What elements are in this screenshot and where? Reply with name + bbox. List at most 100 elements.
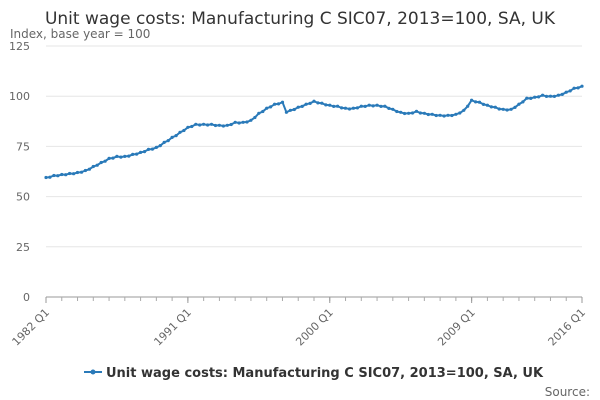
data-point[interactable]	[206, 123, 210, 127]
data-point[interactable]	[568, 89, 572, 93]
data-point[interactable]	[340, 106, 344, 110]
data-point[interactable]	[497, 107, 501, 111]
data-point[interactable]	[489, 105, 493, 109]
data-point[interactable]	[56, 174, 60, 178]
data-point[interactable]	[170, 135, 174, 139]
data-point[interactable]	[493, 105, 497, 109]
data-point[interactable]	[190, 124, 194, 129]
data-point[interactable]	[60, 172, 64, 177]
data-point[interactable]	[556, 93, 561, 97]
data-point[interactable]	[474, 100, 478, 104]
data-point[interactable]	[241, 120, 245, 124]
data-point[interactable]	[351, 106, 355, 110]
data-point[interactable]	[395, 109, 399, 114]
data-point[interactable]	[79, 170, 84, 174]
data-point[interactable]	[387, 106, 391, 110]
data-point[interactable]	[343, 106, 348, 110]
data-point[interactable]	[209, 122, 214, 126]
data-point[interactable]	[438, 113, 442, 117]
data-point[interactable]	[332, 104, 336, 108]
data-point[interactable]	[533, 95, 537, 99]
data-point[interactable]	[477, 100, 482, 104]
data-point[interactable]	[68, 171, 72, 176]
data-point[interactable]	[481, 102, 486, 106]
data-point[interactable]	[198, 123, 202, 127]
data-point[interactable]	[379, 104, 383, 108]
data-point[interactable]	[150, 147, 154, 151]
data-point[interactable]	[48, 175, 52, 179]
data-point[interactable]	[131, 152, 135, 156]
data-point[interactable]	[158, 144, 162, 148]
data-point[interactable]	[300, 104, 304, 108]
data-point[interactable]	[407, 111, 411, 115]
data-point[interactable]	[269, 105, 273, 109]
data-point[interactable]	[509, 107, 513, 111]
data-point[interactable]	[529, 96, 533, 100]
data-point[interactable]	[544, 94, 549, 98]
data-point[interactable]	[276, 102, 281, 106]
data-point[interactable]	[280, 100, 285, 104]
data-point[interactable]	[541, 93, 545, 97]
data-point[interactable]	[83, 168, 87, 173]
data-point[interactable]	[426, 112, 430, 117]
data-point[interactable]	[383, 104, 387, 108]
data-point[interactable]	[95, 163, 99, 167]
data-point[interactable]	[450, 113, 454, 118]
data-point[interactable]	[521, 100, 525, 104]
data-point[interactable]	[186, 125, 190, 129]
data-point[interactable]	[288, 108, 292, 112]
data-point[interactable]	[363, 104, 367, 108]
data-point[interactable]	[430, 112, 434, 116]
data-point[interactable]	[320, 101, 324, 105]
data-point[interactable]	[292, 107, 296, 112]
data-point[interactable]	[87, 167, 91, 171]
data-point[interactable]	[367, 103, 371, 107]
data-point[interactable]	[359, 104, 363, 108]
data-point[interactable]	[328, 103, 332, 107]
data-point[interactable]	[103, 159, 107, 163]
data-point[interactable]	[525, 96, 529, 100]
data-point[interactable]	[178, 130, 182, 134]
data-point[interactable]	[505, 108, 509, 112]
data-point[interactable]	[572, 86, 576, 90]
data-point[interactable]	[229, 122, 233, 127]
data-point[interactable]	[347, 107, 352, 111]
data-point[interactable]	[462, 108, 466, 112]
data-point[interactable]	[135, 152, 139, 156]
data-point[interactable]	[91, 164, 95, 169]
data-point[interactable]	[75, 170, 80, 175]
data-point[interactable]	[119, 155, 123, 159]
data-point[interactable]	[580, 84, 584, 88]
legend[interactable]: Unit wage costs: Manufacturing C SIC07, …	[84, 366, 544, 381]
data-point[interactable]	[410, 111, 415, 115]
data-point[interactable]	[265, 106, 269, 110]
data-point[interactable]	[111, 156, 115, 160]
data-point[interactable]	[233, 120, 237, 124]
data-point[interactable]	[403, 111, 407, 116]
data-point[interactable]	[308, 101, 312, 105]
data-point[interactable]	[517, 102, 521, 106]
data-point[interactable]	[237, 121, 241, 125]
data-point[interactable]	[123, 154, 127, 158]
data-point[interactable]	[72, 172, 76, 176]
data-point[interactable]	[434, 113, 438, 118]
data-point[interactable]	[253, 115, 257, 120]
data-point[interactable]	[454, 112, 458, 116]
data-point[interactable]	[537, 95, 541, 99]
data-point[interactable]	[44, 175, 48, 180]
data-point[interactable]	[273, 102, 277, 106]
data-point[interactable]	[166, 139, 170, 143]
data-point[interactable]	[182, 128, 186, 133]
data-point[interactable]	[391, 107, 395, 111]
data-point[interactable]	[64, 173, 68, 177]
data-point[interactable]	[154, 145, 158, 149]
data-point[interactable]	[304, 102, 308, 106]
data-point[interactable]	[146, 147, 151, 151]
data-point[interactable]	[324, 103, 328, 107]
data-point[interactable]	[548, 94, 553, 98]
data-point[interactable]	[355, 106, 359, 110]
data-point[interactable]	[375, 103, 379, 107]
data-point[interactable]	[139, 150, 143, 154]
data-point[interactable]	[422, 111, 426, 115]
data-point[interactable]	[217, 123, 221, 127]
